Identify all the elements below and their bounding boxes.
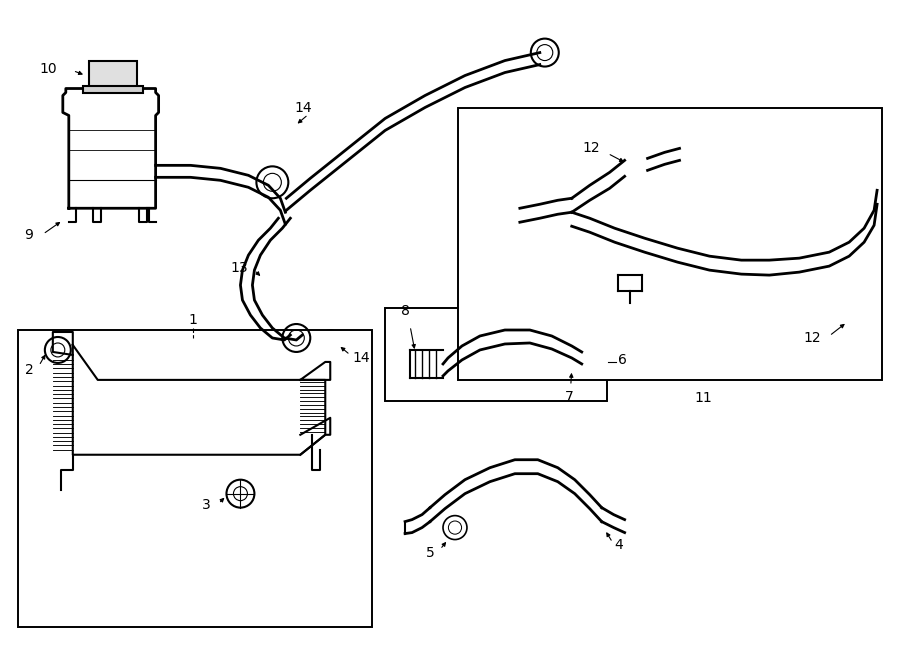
Bar [18,330,373,627]
Text: 5: 5 [427,545,435,559]
Text: 11: 11 [695,391,712,405]
Text: 8: 8 [400,304,410,318]
Text: 14: 14 [352,351,370,365]
Bar [458,108,882,380]
Text: 14: 14 [294,102,312,116]
Text: 12: 12 [582,141,599,155]
Text: 10: 10 [40,61,57,75]
Text: 12: 12 [804,331,821,345]
Text: 3: 3 [202,498,211,512]
Bar [83,85,142,93]
Text: 6: 6 [617,353,626,367]
Text: 4: 4 [615,537,624,551]
Bar [89,61,137,89]
Text: 2: 2 [24,363,33,377]
Bar [385,308,607,401]
Text: 1: 1 [188,313,197,327]
Text: 7: 7 [565,390,574,404]
Text: 13: 13 [230,261,248,275]
Text: 9: 9 [24,228,33,242]
